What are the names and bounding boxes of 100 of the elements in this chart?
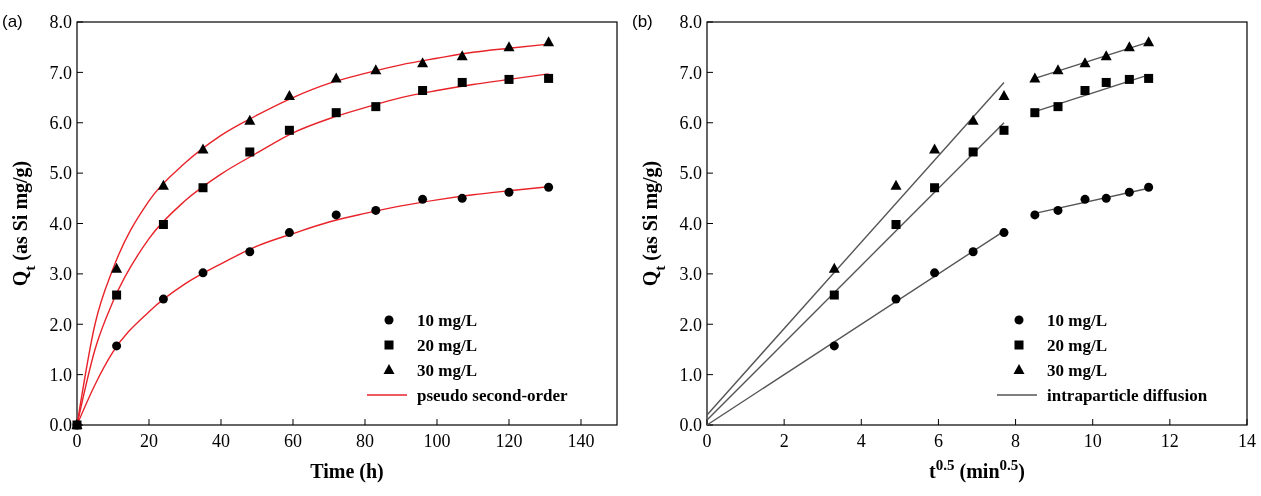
x-tick-label: 8 — [1011, 431, 1021, 451]
point — [968, 147, 978, 157]
legend-label: 10 mg/L — [1047, 310, 1107, 330]
point — [1101, 77, 1111, 87]
point — [1029, 72, 1041, 83]
x-tick-label: 20 — [140, 431, 158, 451]
y-tick-label: 3.0 — [49, 264, 72, 285]
y-tick-label: 7.0 — [49, 62, 72, 83]
point — [284, 228, 294, 238]
point — [543, 36, 555, 47]
x-tick-label: 120 — [495, 431, 523, 451]
x-tick-label: 140 — [567, 431, 595, 451]
point — [1030, 210, 1040, 220]
y-tick-label: 0.0 — [49, 415, 72, 436]
point — [929, 143, 941, 154]
point — [111, 262, 123, 273]
point — [1079, 57, 1091, 68]
point — [1124, 74, 1134, 84]
x-tick-label: 2 — [779, 431, 789, 451]
x-axis-title: t$^{0.5}$ (min$^{0.5}$) — [929, 457, 1025, 483]
legend-label: intraparticle diffusion — [1047, 385, 1208, 405]
point — [1053, 102, 1063, 112]
y-tick-label: 4.0 — [679, 213, 702, 234]
x-tick-label: 4 — [856, 431, 866, 451]
y-tick-label: 1.0 — [49, 364, 72, 385]
point — [829, 341, 839, 351]
y-tick-label: 6.0 — [679, 113, 702, 134]
y-tick-label: 8.0 — [49, 12, 72, 33]
point — [1052, 64, 1064, 75]
x-axis-title: Time (h) — [310, 460, 384, 483]
point — [417, 57, 429, 68]
point — [828, 262, 840, 273]
legend-label: pseudo second-order — [417, 385, 569, 405]
chart-title: (b) — [632, 12, 653, 31]
point — [891, 294, 901, 304]
point — [283, 90, 295, 101]
y-tick-label: 2.0 — [49, 314, 72, 335]
point — [1143, 36, 1155, 47]
point — [1030, 108, 1040, 118]
y-tick-label: 8.0 — [679, 12, 702, 33]
point — [245, 147, 255, 157]
x-tick-label: 80 — [356, 431, 374, 451]
x-tick-label: 100 — [423, 431, 451, 451]
point — [999, 228, 1009, 238]
x-tick-label: 6 — [933, 431, 943, 451]
point — [284, 125, 294, 135]
x-tick-label: 12 — [1160, 431, 1179, 451]
y-tick-label: 0.0 — [679, 415, 702, 436]
point — [504, 187, 514, 197]
chart-title: (a) — [2, 12, 23, 31]
point — [1080, 86, 1090, 96]
y-tick-label: 2.0 — [679, 314, 702, 335]
point — [930, 268, 940, 278]
point — [456, 50, 468, 61]
y-tick-label: 4.0 — [49, 213, 72, 234]
point — [1123, 41, 1135, 52]
legend-label: 20 mg/L — [417, 335, 477, 355]
point — [112, 290, 122, 300]
point — [1100, 50, 1112, 61]
x-tick-label: 0 — [72, 431, 82, 451]
x-tick-label: 60 — [284, 431, 302, 451]
legend-label: 30 mg/L — [1047, 360, 1107, 380]
point — [112, 341, 122, 351]
point — [544, 182, 554, 192]
point — [1053, 205, 1063, 215]
point — [158, 294, 168, 304]
point — [330, 72, 342, 83]
y-tick-label: 1.0 — [679, 364, 702, 385]
y-tick-label: 5.0 — [679, 163, 702, 184]
legend-label: 30 mg/L — [417, 360, 477, 380]
point — [198, 183, 208, 193]
point — [544, 73, 554, 83]
x-tick-label: 0 — [702, 431, 712, 451]
point — [998, 90, 1010, 101]
x-tick-label: 14 — [1238, 431, 1256, 451]
point — [504, 74, 514, 84]
legend-label: 20 mg/L — [1047, 335, 1107, 355]
point — [1144, 73, 1154, 83]
legend-label: 10 mg/L — [417, 310, 477, 330]
y-tick-label: 5.0 — [49, 163, 72, 184]
point — [999, 125, 1009, 135]
point — [457, 77, 467, 87]
point — [371, 102, 381, 112]
x-tick-label: 10 — [1083, 431, 1102, 451]
point — [829, 290, 839, 300]
point — [157, 179, 169, 190]
point — [418, 194, 428, 204]
point — [331, 210, 341, 220]
point — [197, 143, 209, 154]
point — [331, 108, 341, 118]
y-tick-label: 3.0 — [679, 264, 702, 285]
point — [244, 114, 256, 125]
y-tick-label: 7.0 — [679, 62, 702, 83]
point — [968, 247, 978, 257]
point — [890, 179, 902, 190]
point — [967, 114, 979, 125]
point — [1144, 182, 1154, 192]
point — [891, 220, 901, 230]
point — [1080, 194, 1090, 204]
point — [245, 247, 255, 257]
